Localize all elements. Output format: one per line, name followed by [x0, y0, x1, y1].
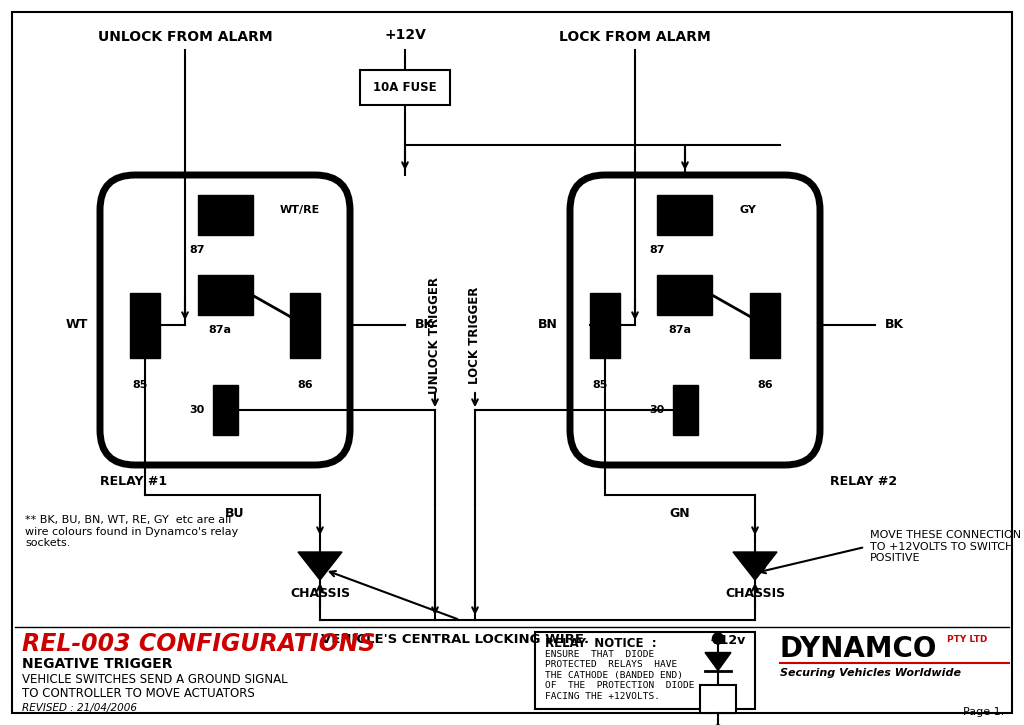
Bar	[700, 684, 736, 713]
Text: 10A FUSE: 10A FUSE	[373, 81, 437, 94]
Text: DYNAMCO: DYNAMCO	[780, 635, 937, 663]
Bar	[198, 275, 253, 315]
Text: PTY LTD: PTY LTD	[947, 635, 987, 644]
Text: 86: 86	[297, 380, 312, 390]
Bar	[657, 275, 713, 315]
Text: 86: 86	[757, 380, 773, 390]
Text: ** BK, BU, BN, WT, RE, GY  etc are all
wire colours found in Dynamco's relay
soc: ** BK, BU, BN, WT, RE, GY etc are all wi…	[25, 515, 239, 548]
Bar	[673, 385, 697, 435]
Text: 85: 85	[132, 380, 147, 390]
Text: RELAY #1: RELAY #1	[100, 475, 167, 488]
Bar	[213, 385, 238, 435]
Text: 87a: 87a	[669, 325, 691, 335]
Text: REL-003 CONFIGURATIONS: REL-003 CONFIGURATIONS	[22, 632, 376, 656]
Text: MOVE THESE CONNECTION
TO +12VOLTS TO SWITCH
POSITIVE: MOVE THESE CONNECTION TO +12VOLTS TO SWI…	[870, 530, 1021, 563]
Bar	[198, 195, 253, 235]
Text: 87a: 87a	[209, 325, 231, 335]
FancyBboxPatch shape	[100, 175, 350, 465]
FancyBboxPatch shape	[570, 175, 820, 465]
Text: RELAY #2: RELAY #2	[830, 475, 897, 488]
Text: +12V: +12V	[384, 28, 426, 42]
Text: GN: GN	[670, 507, 690, 520]
Text: 87: 87	[189, 245, 205, 255]
Text: REVISED : 21/04/2006: REVISED : 21/04/2006	[22, 703, 137, 713]
Polygon shape	[733, 552, 777, 580]
Text: WT/RE: WT/RE	[280, 205, 321, 215]
Text: VEHICLE SWITCHES SEND A GROUND SIGNAL: VEHICLE SWITCHES SEND A GROUND SIGNAL	[22, 673, 288, 686]
Text: VEHICLE'S CENTRAL LOCKING WIRE.: VEHICLE'S CENTRAL LOCKING WIRE.	[321, 633, 589, 646]
Polygon shape	[298, 552, 342, 580]
Text: 87: 87	[649, 245, 665, 255]
Bar	[290, 292, 319, 357]
Bar	[535, 632, 755, 709]
Text: Securing Vehicles Worldwide: Securing Vehicles Worldwide	[780, 668, 961, 678]
Text: WT: WT	[66, 318, 88, 331]
Text: CHASSIS: CHASSIS	[290, 587, 350, 600]
Text: GY: GY	[740, 205, 757, 215]
Text: BU: BU	[225, 507, 245, 520]
Text: RELAY  NOTICE  :: RELAY NOTICE :	[545, 637, 656, 650]
Text: UNLOCK TRIGGER: UNLOCK TRIGGER	[428, 276, 441, 394]
Text: BK: BK	[885, 318, 904, 331]
Polygon shape	[705, 652, 731, 671]
Circle shape	[713, 633, 724, 644]
Text: 85: 85	[592, 380, 607, 390]
Text: Page 1.: Page 1.	[963, 707, 1004, 717]
Bar	[360, 70, 450, 105]
Text: NEGATIVE TRIGGER: NEGATIVE TRIGGER	[22, 657, 172, 671]
Text: ENSURE  THAT  DIODE
PROTECTED  RELAYS  HAVE
THE CATHODE (BANDED END)
OF  THE  PR: ENSURE THAT DIODE PROTECTED RELAYS HAVE …	[545, 650, 694, 700]
Bar	[750, 292, 780, 357]
Text: UNLOCK FROM ALARM: UNLOCK FROM ALARM	[97, 30, 272, 44]
Bar	[657, 195, 713, 235]
Text: LOCK FROM ALARM: LOCK FROM ALARM	[559, 30, 711, 44]
Text: LOCK TRIGGER: LOCK TRIGGER	[469, 286, 481, 384]
Text: +12v: +12v	[710, 634, 746, 647]
Text: CHASSIS: CHASSIS	[725, 587, 785, 600]
Bar	[590, 292, 620, 357]
Bar	[130, 292, 160, 357]
Text: BK: BK	[415, 318, 434, 331]
Text: 30: 30	[650, 405, 665, 415]
Text: BN: BN	[539, 318, 558, 331]
Text: TO CONTROLLER TO MOVE ACTUATORS: TO CONTROLLER TO MOVE ACTUATORS	[22, 687, 255, 700]
Text: 30: 30	[189, 405, 205, 415]
